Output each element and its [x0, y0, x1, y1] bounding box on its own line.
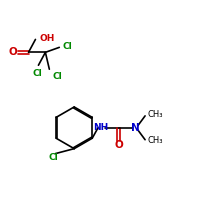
Text: Cl: Cl: [63, 42, 73, 51]
Text: O: O: [8, 47, 17, 57]
Text: Cl: Cl: [48, 153, 58, 162]
Text: Cl: Cl: [53, 72, 63, 81]
Text: CH₃: CH₃: [148, 110, 163, 119]
Text: Cl: Cl: [33, 69, 42, 78]
Text: NH: NH: [93, 123, 109, 132]
Text: CH₃: CH₃: [148, 136, 163, 145]
Text: OH: OH: [39, 34, 54, 43]
Text: O: O: [114, 140, 123, 150]
Text: N: N: [131, 123, 140, 133]
